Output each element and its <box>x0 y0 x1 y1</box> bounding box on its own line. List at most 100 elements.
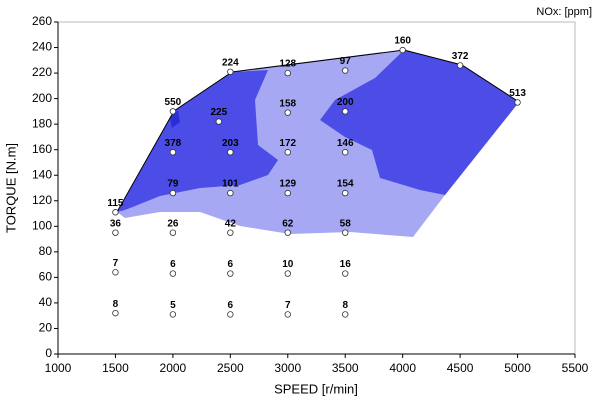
data-label: 146 <box>337 138 354 149</box>
data-label: 6 <box>228 300 234 311</box>
point <box>112 309 119 317</box>
point <box>456 62 464 69</box>
point <box>227 149 234 156</box>
point <box>169 229 177 236</box>
data-label: 10 <box>282 259 294 270</box>
point <box>112 269 119 276</box>
point <box>112 209 119 216</box>
y-tick-label: 240 <box>32 40 52 54</box>
envelope <box>116 49 520 213</box>
y-tick-label: 180 <box>32 116 52 130</box>
point <box>284 109 291 116</box>
contour-dark-left <box>117 70 278 212</box>
data-label: 26 <box>167 218 179 229</box>
data-label: 200 <box>337 97 354 108</box>
point <box>284 270 291 277</box>
data-label: 115 <box>107 198 124 209</box>
y-tick-label: 160 <box>32 142 52 156</box>
point <box>227 270 234 277</box>
y-tick-label: 220 <box>32 65 52 79</box>
chart-title: NOx: [ppm] <box>536 6 592 18</box>
point <box>169 270 177 277</box>
contour-dark-right <box>320 50 519 195</box>
point <box>169 311 177 318</box>
x-tick-label: 2500 <box>217 361 244 375</box>
data-label: 172 <box>279 138 296 149</box>
data-label: 224 <box>222 57 239 68</box>
point <box>342 149 349 156</box>
point <box>227 311 234 318</box>
x-tick-label: 4500 <box>447 361 474 375</box>
data-label: 7 <box>113 258 119 269</box>
y-axis-label: TORQUE [N.m] <box>3 143 18 233</box>
data-label: 6 <box>170 259 176 270</box>
data-label: 8 <box>342 300 348 311</box>
data-label: 225 <box>211 107 228 118</box>
x-tick-label: 1500 <box>102 361 129 375</box>
x-tick-label: 3000 <box>274 361 301 375</box>
point <box>215 118 223 125</box>
y-tick-label: 40 <box>39 295 53 309</box>
y-tick-label: 120 <box>32 193 52 207</box>
data-label: 128 <box>279 59 296 70</box>
data-label: 129 <box>279 179 296 190</box>
y-tick-label: 0 <box>45 346 52 360</box>
data-label: 158 <box>279 98 296 109</box>
y-tick-label: 100 <box>32 218 52 232</box>
y-tick-label: 200 <box>32 91 52 105</box>
data-label: 154 <box>337 179 354 190</box>
point <box>342 229 349 236</box>
x-tick-label: 5000 <box>504 361 531 375</box>
y-tick-label: 260 <box>32 14 52 28</box>
x-tick-label: 1000 <box>45 361 72 375</box>
data-label: 36 <box>110 218 122 229</box>
y-tick-label: 80 <box>39 244 53 258</box>
x-tick-label: 2000 <box>160 361 187 375</box>
x-tick-label: 3500 <box>332 361 359 375</box>
point <box>284 189 291 197</box>
y-tick-label: 60 <box>39 270 53 284</box>
data-label: 372 <box>452 51 469 62</box>
point <box>112 229 119 236</box>
data-label: 62 <box>282 218 294 229</box>
point <box>342 67 349 74</box>
y-tick-label: 20 <box>39 321 53 335</box>
data-label: 6 <box>228 259 234 270</box>
data-label: 16 <box>340 259 352 270</box>
data-label: 97 <box>340 56 352 67</box>
data-label: 378 <box>165 138 182 149</box>
data-label: 550 <box>165 97 182 108</box>
point <box>284 69 291 77</box>
x-axis-label: SPEED [r/min] <box>274 381 358 396</box>
point <box>227 229 234 236</box>
y-tick-label: 140 <box>32 167 52 181</box>
point <box>342 108 349 115</box>
point <box>514 99 521 106</box>
point <box>227 189 234 197</box>
x-tick-label: 4000 <box>389 361 416 375</box>
x-tick-label: 5500 <box>562 361 589 375</box>
point <box>342 311 349 318</box>
point <box>284 149 291 156</box>
data-label: 513 <box>509 88 526 99</box>
data-label: 5 <box>170 300 176 311</box>
contour-darkest <box>170 110 180 128</box>
data-label: 8 <box>113 299 119 310</box>
point <box>342 189 349 197</box>
point <box>284 311 291 318</box>
point <box>169 149 177 156</box>
point <box>342 270 349 277</box>
data-label: 203 <box>222 138 239 149</box>
data-label: 101 <box>222 179 239 190</box>
data-label: 58 <box>340 218 352 229</box>
point <box>227 68 234 75</box>
data-label: 160 <box>394 36 411 47</box>
contour-regions <box>116 49 520 237</box>
data-label: 79 <box>167 179 179 190</box>
point <box>284 229 291 236</box>
point <box>169 108 177 115</box>
point <box>399 46 406 54</box>
data-label: 42 <box>225 218 237 229</box>
point <box>169 189 177 197</box>
